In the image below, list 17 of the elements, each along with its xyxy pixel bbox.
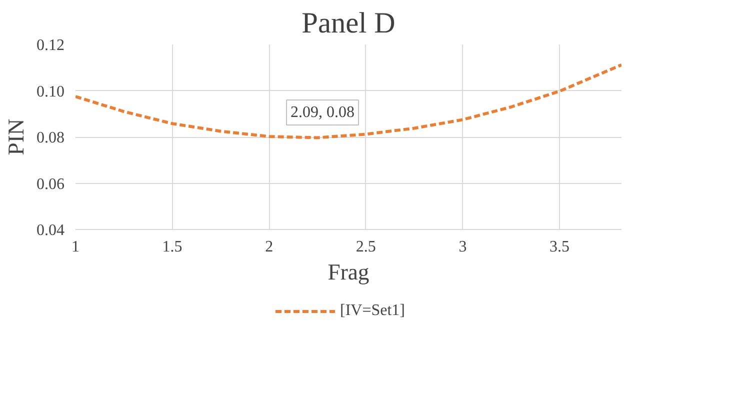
y-tick-label: 0.08 (36, 130, 64, 146)
y-tick-label: 0.10 (36, 83, 64, 100)
y-tick-label: 0.06 (36, 176, 64, 193)
chart-title: Panel D (302, 8, 396, 40)
y-tick-label: 0.12 (36, 37, 64, 54)
x-tick-label: 1 (72, 238, 80, 256)
y-axis-title: PIN (4, 118, 28, 156)
y-tick-label: 0.04 (36, 222, 64, 239)
x-tick-label: 2.5 (356, 238, 376, 256)
legend-label: [IV=Set1] (340, 302, 406, 320)
x-tick-label: 2 (265, 238, 274, 256)
x-axis-title: Frag (328, 260, 370, 284)
x-tick-label: 3.5 (550, 238, 570, 256)
line-series (76, 63, 622, 140)
x-tick-label: 1.5 (162, 238, 182, 256)
x-tick-label: 3 (458, 238, 467, 256)
annotation: 2.09, 0.08 (290, 104, 355, 121)
